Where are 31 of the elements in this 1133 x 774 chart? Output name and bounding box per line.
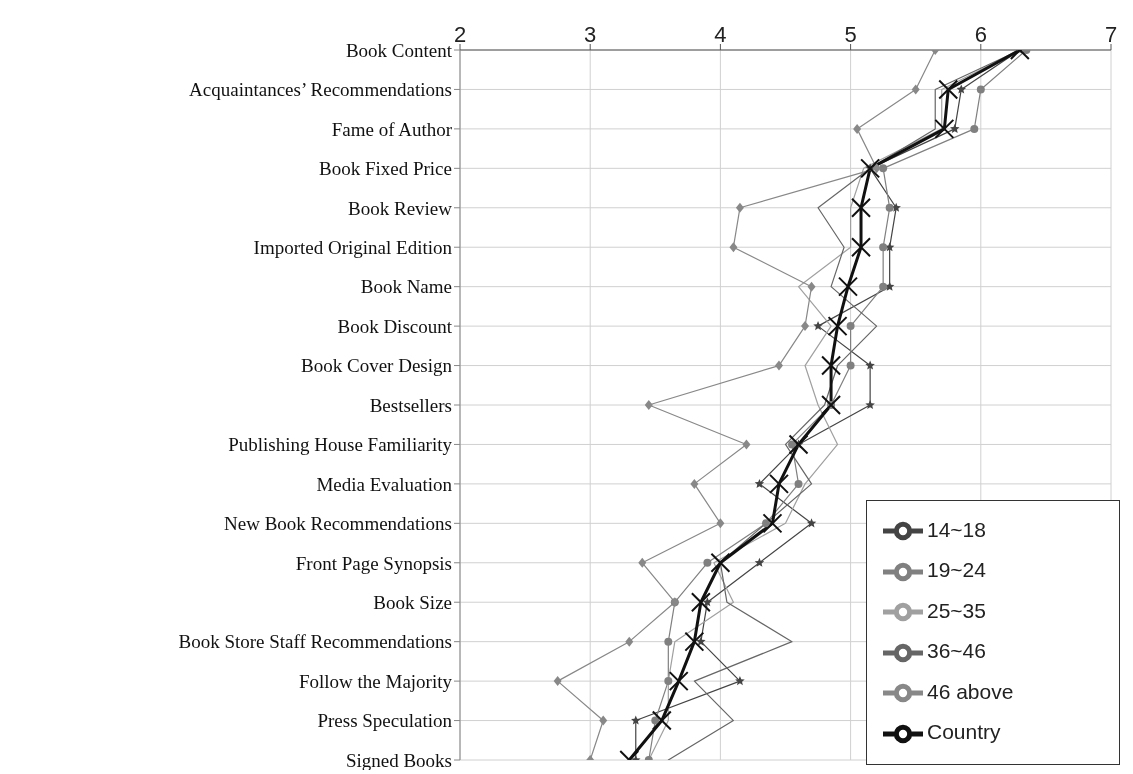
y-tick-label: Signed Books bbox=[345, 749, 452, 771]
x-tick-label: 4 bbox=[714, 22, 727, 47]
y-tick-label: Publishing House Familiarity bbox=[228, 434, 453, 456]
y-tick-label: Fame of Author bbox=[331, 118, 453, 140]
legend-label: 25~35 bbox=[927, 598, 986, 622]
y-tick-label: Book Name bbox=[360, 276, 452, 298]
y-tick-label: Imported Original Edition bbox=[253, 236, 453, 258]
y-tick-label: Follow the Majority bbox=[298, 670, 453, 692]
y-tick-label: Front Page Synopsis bbox=[295, 552, 452, 574]
y-tick-label: Book Store Staff Recommendations bbox=[178, 631, 452, 653]
x-tick-label: 7 bbox=[1104, 22, 1118, 47]
x-tick-label: 3 bbox=[584, 22, 597, 47]
y-tick-label: Book Content bbox=[345, 39, 453, 61]
y-tick-label: Book Fixed Price bbox=[319, 158, 452, 180]
legend-label: 36~46 bbox=[927, 639, 986, 663]
legend-label: 46 above bbox=[927, 679, 1014, 703]
x-tick-label: 2 bbox=[453, 22, 467, 47]
y-tick-label: Book Size bbox=[373, 591, 452, 613]
y-tick-label: New Book Recommendations bbox=[224, 513, 452, 535]
legend-label: 19~24 bbox=[927, 558, 986, 582]
y-tick-label: Book Cover Design bbox=[301, 355, 453, 377]
y-tick-label: Book Review bbox=[348, 197, 453, 219]
y-tick-label: Media Evaluation bbox=[316, 473, 453, 495]
legend-label: 14~18 bbox=[927, 518, 986, 541]
legend-label: Country bbox=[927, 720, 1001, 744]
y-tick-label: Bestsellers bbox=[369, 394, 452, 416]
x-tick-label: 5 bbox=[844, 22, 857, 47]
y-tick-label: Press Speculation bbox=[317, 710, 453, 732]
y-tick-label: Book Discount bbox=[337, 315, 453, 337]
y-tick-label: Acquaintances’ Recommendations bbox=[189, 79, 452, 101]
x-tick-label: 6 bbox=[974, 22, 987, 47]
